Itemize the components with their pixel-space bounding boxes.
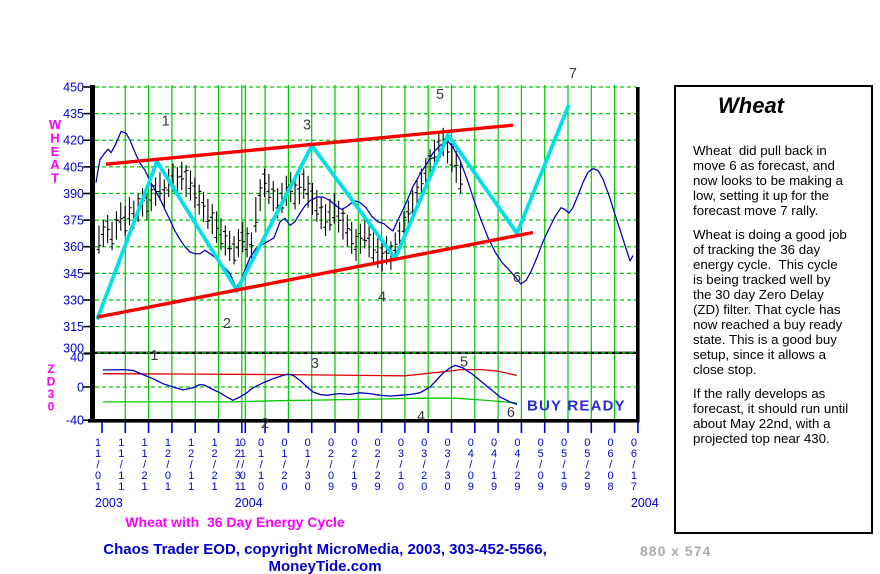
x-axis-bar (88, 419, 640, 423)
buy-ready-annotation: BUY READY (527, 397, 626, 414)
commentary-paragraph-2: Wheat is doing a good job of tracking th… (693, 227, 847, 377)
date-label: 0 5/0 9 (538, 437, 544, 493)
date-label: 0 5/1 9 (561, 437, 567, 493)
date-label-overlap: 0 1/0 1 (240, 437, 246, 493)
wave-label-price-4: 4 (378, 289, 386, 305)
date-label: 0 1/1 0 (258, 437, 264, 493)
price-axis-label: 435 (63, 107, 84, 121)
zd-axis-label: 40 (70, 351, 84, 365)
wave-label-zd-4: 4 (417, 409, 425, 425)
wheat-axis-title: T (51, 171, 59, 186)
zd-upper-band-line (102, 368, 518, 377)
date-label: 0 1/3 0 (305, 437, 311, 493)
date-label: 0 4/2 9 (514, 437, 520, 493)
price-axis-label: 420 (63, 134, 84, 148)
date-label: 0 3/1 0 (398, 437, 404, 493)
zd30-axis-title: D (47, 375, 56, 389)
zd30-axis-title: Z (47, 362, 54, 376)
price-axis-label: 450 (63, 81, 84, 95)
year-label: 2004 (235, 496, 263, 510)
date-label: 1 1/0 1 (95, 437, 101, 493)
commentary-panel: Wheat Wheat did pull back in move 6 as f… (674, 85, 873, 534)
price-axis-label: 390 (63, 187, 84, 201)
year-label: 2003 (95, 496, 123, 510)
commentary-paragraph-3: If the rally develops as forecast, it sh… (693, 386, 849, 446)
date-label: 0 1/2 0 (281, 437, 287, 493)
image-dimensions-label: 880 x 574 (640, 543, 712, 559)
zd-axis-label: 0 (77, 381, 84, 395)
wave-label-zd-5: 5 (460, 354, 468, 370)
wave-label-zd-6: 6 (507, 405, 515, 421)
chart-title: Wheat with 36 Day Energy Cycle (125, 514, 345, 530)
date-label: 0 5/2 9 (584, 437, 590, 493)
commentary-title: Wheat (718, 93, 784, 118)
date-label: 1 2/0 1 (165, 437, 171, 493)
energy-cycle-line (95, 130, 634, 289)
date-label: 1 2/2 1 (211, 437, 217, 493)
price-axis-label: 405 (63, 160, 84, 174)
commentary-body: Wheat did pull back in move 6 as forecas… (693, 143, 861, 446)
date-label: 0 3/3 0 (444, 437, 450, 493)
wheat-axis-title: E (51, 144, 60, 159)
channel-upper-line (105, 123, 514, 166)
zd-axis-label: -40 (66, 414, 84, 428)
price-axis-label: 315 (63, 320, 84, 334)
price-axis-label: 360 (63, 240, 84, 254)
right-border-bar (636, 87, 640, 419)
wheat-axis-title: H (50, 130, 59, 145)
date-label: 1 2/1 1 (188, 437, 194, 493)
copyright-footer: Chaos Trader EOD, copyright MicroMedia, … (103, 541, 547, 574)
date-label: 0 4/0 9 (468, 437, 474, 493)
price-axis-label: 375 (63, 214, 84, 228)
price-axis-label: 345 (63, 267, 84, 281)
zd30-filter-line (102, 364, 518, 406)
date-label: 0 6/1 7 (631, 437, 637, 493)
wave-label-price-2: 2 (223, 316, 231, 332)
date-label: 0 2/1 9 (351, 437, 357, 493)
price-axis-label: 300 (63, 342, 84, 356)
date-label: 0 6/0 8 (608, 437, 614, 493)
wave-label-price-3: 3 (303, 117, 311, 133)
channel-lower-line (96, 230, 534, 319)
date-label: 1 2/3 1 (235, 437, 241, 493)
zd30-axis-title: 3 (48, 387, 55, 401)
date-label: 0 3/2 0 (421, 437, 427, 493)
commentary-paragraph-1: Wheat did pull back in move 6 as forecas… (693, 143, 844, 218)
date-label: 1 1/2 1 (142, 437, 148, 493)
y-axis-bar (90, 85, 95, 423)
date-label: 0 2/0 9 (328, 437, 334, 493)
wheat-axis-title: A (50, 157, 60, 172)
forecast-zigzag-line (95, 103, 571, 321)
zd-lower-band-line (102, 397, 518, 404)
wave-label-price-5: 5 (436, 87, 444, 103)
wave-label-zd-3: 3 (311, 356, 319, 372)
date-label: 0 4/1 9 (491, 437, 497, 493)
wave-label-price-1: 1 (162, 114, 170, 130)
date-label: 1 1/1 1 (118, 437, 124, 493)
year-label: 2004 (631, 496, 659, 510)
wave-label-price-7: 7 (569, 66, 577, 82)
wheat-axis-title: W (49, 117, 62, 132)
zd30-axis-title: 0 (48, 400, 55, 414)
wave-label-zd-2: 2 (261, 416, 269, 432)
wave-label-zd-1: 1 (150, 348, 158, 364)
price-axis-label: 330 (63, 293, 84, 307)
wave-label-price-6: 6 (513, 270, 521, 286)
date-label: 0 2/2 9 (375, 437, 381, 493)
